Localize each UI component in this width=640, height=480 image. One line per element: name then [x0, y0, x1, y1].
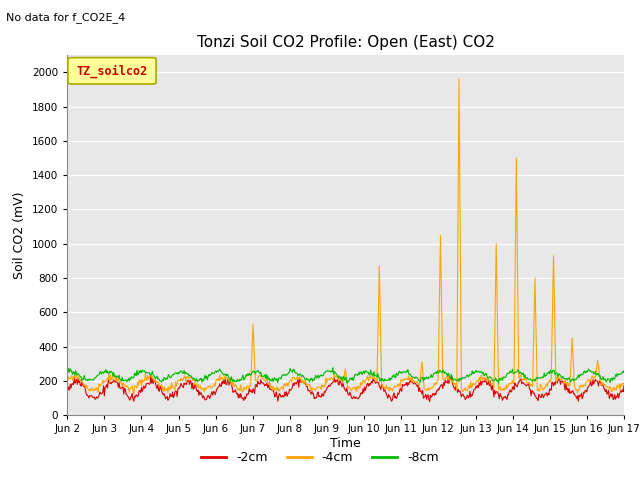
Text: No data for f_CO2E_4: No data for f_CO2E_4	[6, 12, 125, 23]
Title: Tonzi Soil CO2 Profile: Open (East) CO2: Tonzi Soil CO2 Profile: Open (East) CO2	[196, 35, 495, 50]
FancyBboxPatch shape	[68, 58, 156, 84]
Y-axis label: Soil CO2 (mV): Soil CO2 (mV)	[13, 192, 26, 279]
Legend: -2cm, -4cm, -8cm: -2cm, -4cm, -8cm	[196, 446, 444, 469]
Text: TZ_soilco2: TZ_soilco2	[76, 64, 148, 77]
X-axis label: Time: Time	[330, 437, 361, 450]
